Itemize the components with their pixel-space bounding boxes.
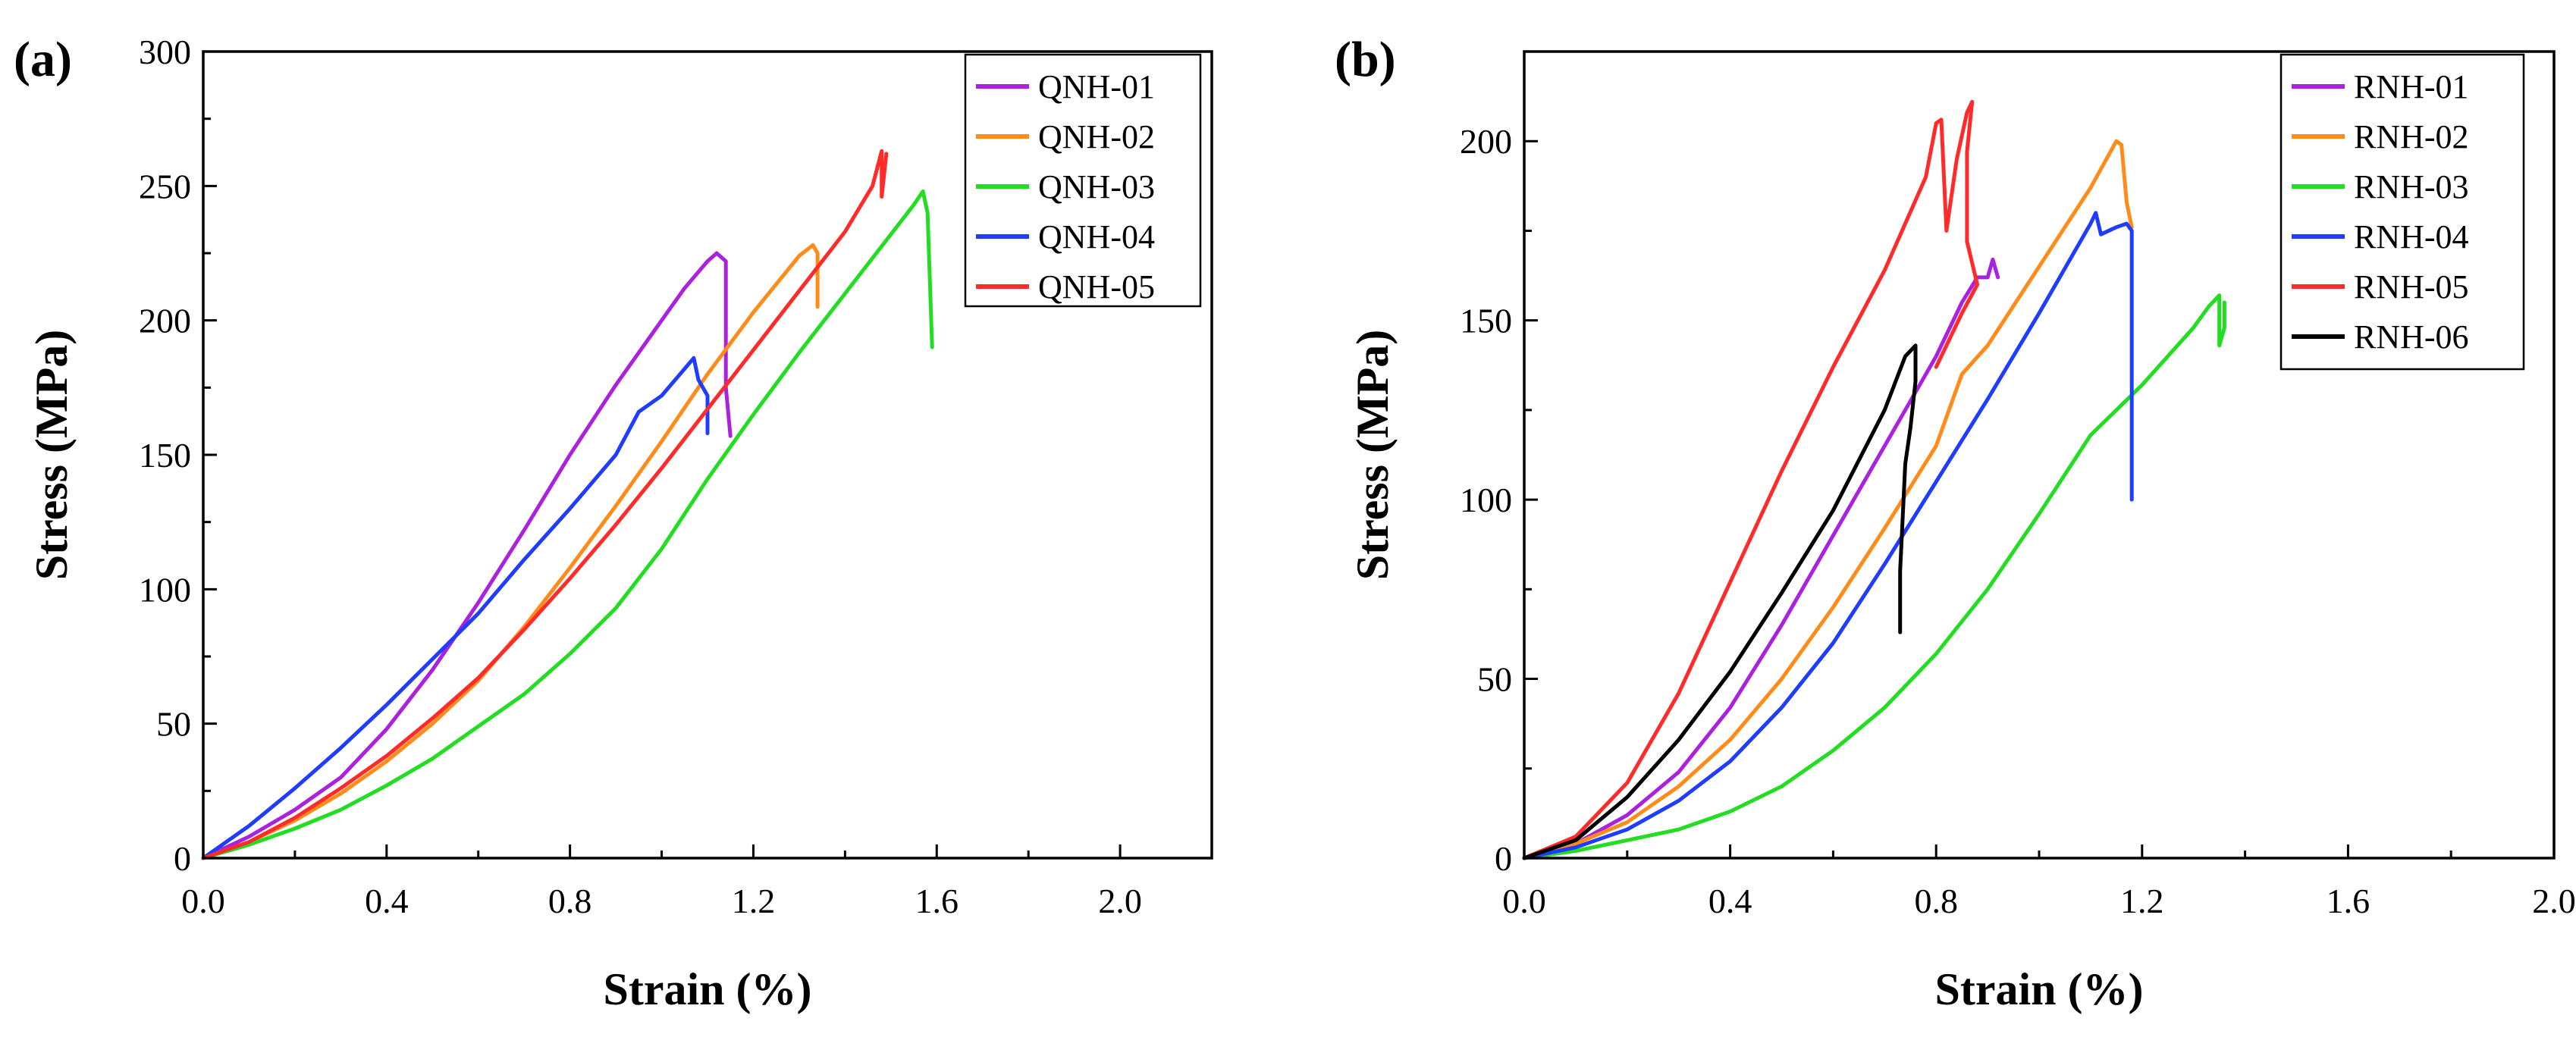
series-line-rnh-01 <box>1522 257 2000 860</box>
x-tick-label: 2.0 <box>2532 882 2576 920</box>
legend-entry: QNH-02 <box>1038 118 1155 155</box>
series-line-qnh-04 <box>201 356 710 860</box>
x-tick-label: 1.2 <box>732 882 776 920</box>
y-tick-label: 50 <box>1477 660 1512 699</box>
series-line-rnh-04 <box>1522 211 2134 860</box>
legend: QNH-01 QNH-02 QNH-03 QNH-04 QNH-05 <box>964 53 1202 308</box>
panel-label: (b) <box>1335 32 1396 87</box>
legend-entry: RNH-01 <box>2354 68 2469 105</box>
x-tick-label: 0.0 <box>181 882 225 920</box>
x-axis-title: Strain (%) <box>604 964 812 1014</box>
legend-box <box>2279 53 2525 371</box>
x-axis-title: Strain (%) <box>1935 964 2144 1014</box>
chart-panel-b: 0.0 0.4 0.8 1.2 1.6 2.0 0 50 100 150 200 Strain (%)… <box>1335 32 2576 1014</box>
y-axis-title: Stress (MPa) <box>1348 330 1398 580</box>
y-tick-label: 100 <box>139 570 191 609</box>
legend-entry: QNH-04 <box>1038 218 1155 255</box>
x-tick-label: 1.6 <box>2327 882 2370 920</box>
legend-box <box>964 53 1202 308</box>
series-line-qnh-03 <box>201 189 934 860</box>
y-tick-label: 100 <box>1460 481 1512 519</box>
x-tick-label: 2.0 <box>1098 882 1142 920</box>
series-line-rnh-03 <box>1522 293 2226 860</box>
series-line-rnh-05 <box>1522 99 1979 860</box>
y-axis-title: Stress (MPa) <box>27 330 77 580</box>
x-tick-label: 0.4 <box>365 882 409 920</box>
x-tick-label: 1.2 <box>2120 882 2164 920</box>
y-tick-label: 250 <box>139 167 191 205</box>
series-line-rnh-02 <box>1522 139 2134 860</box>
series-line-qnh-05 <box>201 149 889 860</box>
series-line-qnh-02 <box>201 243 820 860</box>
legend-entry: RNH-03 <box>2354 168 2469 205</box>
x-tick-label: 0.4 <box>1708 882 1752 920</box>
series-line-rnh-06 <box>1522 343 1918 860</box>
legend-entry: RNH-05 <box>2354 268 2469 305</box>
series-line-qnh-01 <box>201 251 733 860</box>
y-tick-label: 0 <box>174 839 191 878</box>
legend-entry: RNH-02 <box>2354 118 2469 155</box>
legend-entry: QNH-01 <box>1038 68 1155 105</box>
legend-entry: QNH-05 <box>1038 268 1155 305</box>
y-tick-label: 0 <box>1495 839 1512 878</box>
chart-panel-a: 0.0 0.4 0.8 1.2 1.6 2.0 0 50 100 150 200 250 300 Stra… <box>14 32 1213 1014</box>
x-tick-label: 0.0 <box>1502 882 1546 920</box>
x-tick-label: 0.8 <box>1914 882 1958 920</box>
legend-entry: RNH-04 <box>2354 218 2469 255</box>
legend: RNH-01 RNH-02 RNH-03 RNH-04 RNH-05 RNH-06 <box>2279 53 2525 371</box>
legend-entry: RNH-06 <box>2354 318 2469 356</box>
y-tick-label: 50 <box>156 705 191 744</box>
x-tick-label: 0.8 <box>548 882 592 920</box>
y-tick-label: 300 <box>139 33 191 71</box>
y-tick-label: 200 <box>1460 122 1512 161</box>
y-tick-label: 150 <box>1460 302 1512 340</box>
panel-label: (a) <box>14 32 72 87</box>
y-tick-label: 150 <box>139 436 191 475</box>
legend-entry: QNH-03 <box>1038 168 1155 205</box>
y-tick-label: 200 <box>139 302 191 340</box>
x-tick-label: 1.6 <box>915 882 959 920</box>
